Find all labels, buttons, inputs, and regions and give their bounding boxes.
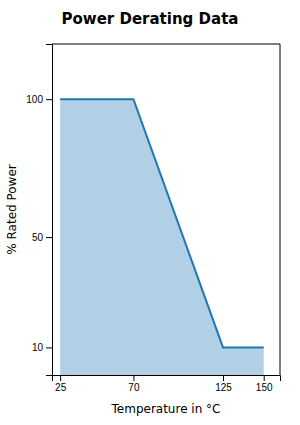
- x-tick: 150: [256, 375, 273, 393]
- y-tick: 50: [32, 232, 52, 243]
- x-tick: 25: [55, 375, 67, 393]
- x-axis-line: [53, 376, 281, 382]
- plot: 25 70 125 150 10 50 100: [26, 44, 280, 393]
- frame: [280, 44, 281, 375]
- y-axis: 10 50 100: [26, 45, 52, 376]
- frame: [52, 44, 280, 45]
- area: [60, 99, 264, 375]
- line: [60, 99, 264, 347]
- y-tick-label: 50: [32, 232, 44, 243]
- x-axis-title: Temperature in °C: [111, 402, 221, 416]
- y-tick-mark: [46, 347, 52, 348]
- x-tick-mark: [223, 375, 224, 381]
- x-tick-label: 70: [128, 382, 140, 393]
- y-axis-title: % Rated Power: [5, 164, 19, 255]
- title: Power Derating Data: [62, 10, 239, 28]
- marks: [60, 99, 264, 375]
- y-tick-mark: [46, 99, 52, 100]
- y-axis-line: [46, 45, 53, 376]
- y-tick-label: 100: [26, 94, 43, 105]
- x-tick-label: 125: [215, 382, 232, 393]
- y-tick: 10: [32, 342, 52, 353]
- y-tick-mark: [46, 237, 52, 238]
- x-tick: 125: [215, 375, 232, 393]
- y-tick-label: 10: [32, 342, 44, 353]
- x-tick-label: 25: [55, 382, 67, 393]
- x-tick-label: 150: [256, 382, 273, 393]
- x-axis: 25 70 125 150: [53, 375, 281, 393]
- x-tick: 70: [128, 375, 140, 393]
- y-tick: 100: [26, 94, 52, 105]
- x-tick-mark: [133, 375, 134, 381]
- chart: Power Derating Data 25 70 125 150 10 50 100 Temp…: [0, 0, 300, 425]
- x-tick-mark: [60, 375, 61, 381]
- x-tick-mark: [264, 375, 265, 381]
